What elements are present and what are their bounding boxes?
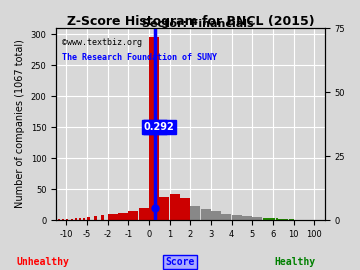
Bar bbox=[283, 219, 286, 220]
Bar bbox=[71, 219, 73, 220]
Bar bbox=[288, 219, 291, 220]
Bar bbox=[159, 197, 169, 220]
Bar bbox=[67, 219, 68, 220]
Bar bbox=[118, 213, 128, 220]
Bar bbox=[149, 37, 159, 220]
Bar bbox=[278, 219, 281, 220]
Bar bbox=[180, 198, 190, 220]
Bar bbox=[170, 194, 180, 220]
Bar bbox=[62, 219, 64, 220]
Bar bbox=[276, 218, 278, 220]
Bar bbox=[281, 219, 283, 220]
Y-axis label: Number of companies (1067 total): Number of companies (1067 total) bbox=[15, 40, 25, 208]
Bar bbox=[263, 218, 273, 220]
Bar bbox=[190, 207, 200, 220]
Bar bbox=[286, 219, 288, 220]
Text: The Research Foundation of SUNY: The Research Foundation of SUNY bbox=[62, 53, 216, 62]
Text: Unhealthy: Unhealthy bbox=[17, 256, 69, 266]
Bar bbox=[75, 218, 77, 220]
Bar bbox=[101, 215, 104, 220]
Text: Score: Score bbox=[165, 256, 195, 266]
Bar bbox=[83, 218, 85, 220]
Text: 0.292: 0.292 bbox=[144, 122, 175, 132]
Text: ©www.textbiz.org: ©www.textbiz.org bbox=[62, 38, 141, 47]
Bar bbox=[129, 211, 138, 220]
Bar bbox=[242, 216, 252, 220]
Bar bbox=[221, 214, 231, 220]
Bar bbox=[201, 209, 211, 220]
Bar bbox=[94, 216, 97, 220]
Bar bbox=[291, 219, 293, 220]
Text: Healthy: Healthy bbox=[275, 256, 316, 266]
Bar bbox=[232, 215, 242, 220]
Bar bbox=[139, 208, 149, 220]
Title: Z-Score Histogram for BNCL (2015): Z-Score Histogram for BNCL (2015) bbox=[67, 15, 314, 28]
Text: Sector: Financials: Sector: Financials bbox=[142, 19, 254, 29]
Bar bbox=[79, 218, 81, 220]
Bar bbox=[273, 218, 275, 220]
Bar bbox=[211, 211, 221, 220]
Bar bbox=[252, 217, 262, 220]
Bar bbox=[87, 217, 90, 220]
Bar bbox=[108, 214, 118, 220]
